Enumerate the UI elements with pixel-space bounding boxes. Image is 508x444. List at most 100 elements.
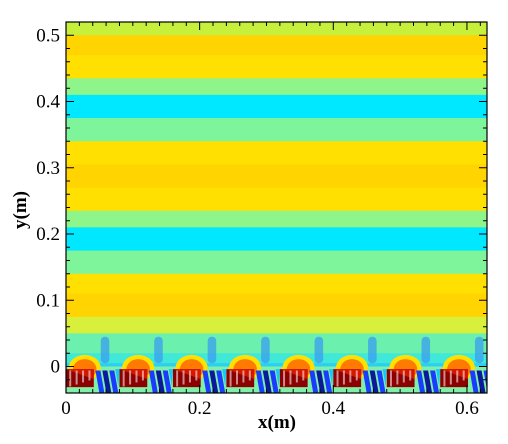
cell-stripe [242,370,245,383]
cell-blade [95,370,105,393]
cell-stripe [342,370,345,385]
cell-column [154,336,163,364]
cell-wedge [435,369,441,387]
cell-stripe [355,370,358,381]
cell-stripe [88,370,91,381]
cell-blade [469,370,479,393]
cell-stripe [295,370,298,383]
cell-blade [323,370,333,393]
contour-band [66,78,487,96]
y-tick-label: 0.2 [36,224,60,245]
contour-band [66,187,487,212]
cell-stripe [409,370,412,381]
flow-cell [66,336,120,393]
cell-stripe [122,370,125,387]
cell-column [100,336,110,364]
cell-blade [476,370,486,393]
contour-band [66,333,487,354]
cell-blade [423,370,433,393]
y-tick-label: 0.1 [36,290,60,311]
cell-stripe [402,370,405,383]
cell-column [368,336,377,364]
contour-band [66,35,487,56]
cell-stripe [195,370,198,381]
cell-wedge [115,369,120,387]
cell-blade [202,370,212,393]
y-tick-label: 0 [51,357,61,378]
flow-cell [172,336,227,393]
contour-band [66,273,487,295]
contour-band [66,22,487,36]
contour-band [66,94,487,119]
cell-stripe [462,370,465,381]
cell-blade [148,370,158,393]
y-axis-title: y(m) [10,191,31,229]
cell-column [314,336,324,364]
y-tick-label: 0.5 [36,25,60,46]
flow-cell [226,336,280,393]
contour-band [66,316,487,334]
flow-cell [386,336,441,393]
cell-stripe [443,370,446,387]
cell-blade [155,370,165,393]
x-axis-title: x(m) [258,412,296,433]
x-tick-label: 0.4 [321,398,345,419]
cell-edge [66,369,94,380]
cell-stripe [289,370,292,385]
cell-stripe [82,370,85,383]
x-tick-label: 0.6 [455,398,479,419]
cell-stripe [389,370,392,387]
cell-blade [216,370,226,393]
y-tick-label: 0.3 [36,158,60,179]
cell-blade [162,370,172,393]
cell-stripe [248,370,251,381]
cell-edge [279,369,308,380]
cell-blade [483,370,487,391]
cell-stripe [449,370,452,385]
cell-blade [255,370,265,393]
cell-column [207,336,217,364]
cell-wedge [489,369,493,386]
cell-blade [269,370,279,393]
cell-blade [316,370,326,393]
cell-wedge [275,369,280,387]
contour-field [66,22,493,393]
cell-edge [386,369,415,380]
cell-stripe [69,370,72,387]
flow-cell [333,336,387,393]
cell-blade [102,370,112,393]
cell-edge [172,369,201,380]
cell-edge [440,369,469,380]
cell-stripe [229,370,232,387]
cell-blade [109,370,119,393]
cell-stripe [176,370,179,387]
cell-stripe [349,370,352,383]
cell-stripe [396,370,399,385]
cell-blade [262,370,272,393]
contour-band [66,250,487,275]
cell-column [421,336,431,364]
cell-wedge [382,369,387,387]
cell-stripe [336,370,339,387]
cell-blade [430,370,440,393]
cell-stripe [302,370,305,381]
x-tick-label: 0.2 [188,398,212,419]
cell-stripe [236,370,239,385]
contour-band [66,293,487,318]
cell-stripe [188,370,191,383]
y-tick-label: 0.4 [36,92,60,113]
contour-band [66,164,487,189]
cell-stripe [135,370,138,383]
cell-stripe [75,370,78,385]
contour-band [66,141,487,165]
contour-band [66,210,487,228]
cell-blade [376,370,386,393]
contour-band [66,118,487,142]
cell-wedge [329,369,334,387]
contour-band [66,227,487,252]
cell-stripe [456,370,459,383]
cell-blade [369,370,379,393]
cell-wedge [222,369,227,387]
cell-wedge [168,369,173,387]
